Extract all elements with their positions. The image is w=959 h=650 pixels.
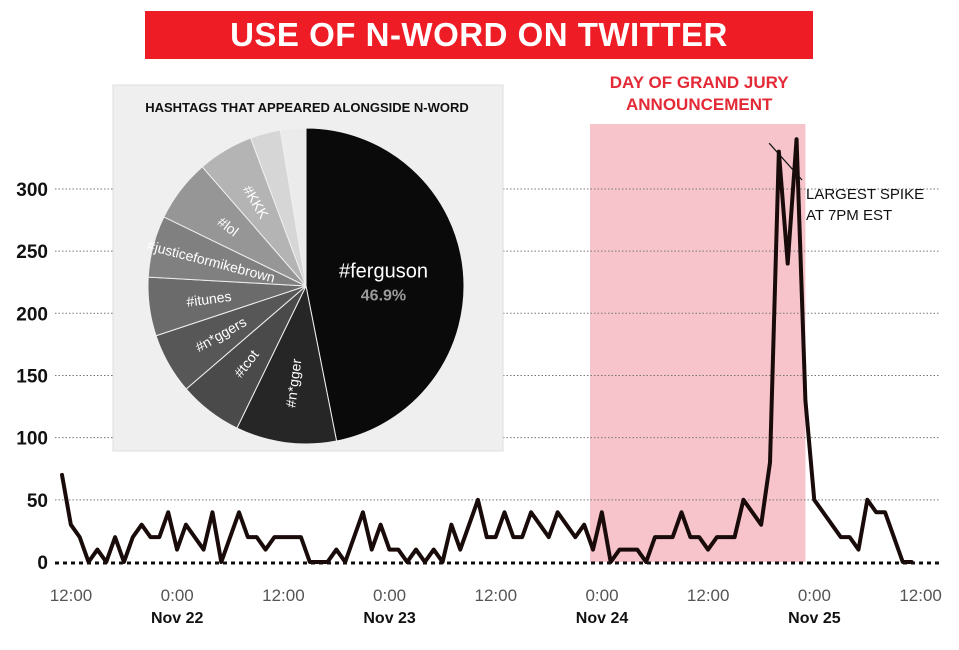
y-tick-label: 200 <box>16 304 48 325</box>
x-date-label: Nov 23 <box>363 610 416 627</box>
x-tick-label: 0:00 <box>585 586 618 605</box>
pie-inset: HASHTAGS THAT APPEARED ALONGSIDE N-WORD #… <box>112 84 504 452</box>
y-axis: 0 50 100 150 200 250 300 <box>16 180 48 574</box>
annotation-text: LARGEST SPIKE <box>806 186 924 203</box>
pie-slice <box>236 284 338 445</box>
x-tick-label: 12:00 <box>687 586 730 605</box>
x-tick-label: 12:00 <box>475 586 518 605</box>
x-date-label: Nov 24 <box>576 610 629 627</box>
series-line <box>60 137 914 564</box>
pie-slice <box>305 127 465 442</box>
x-date-label: Nov 22 <box>151 610 204 627</box>
y-tick-label: 100 <box>16 429 48 450</box>
highlight-label: ANNOUNCEMENT <box>626 95 773 114</box>
chart-title: USE OF N-WORD ON TWITTER <box>145 11 813 59</box>
x-tick-label: 0:00 <box>798 586 831 605</box>
line-layer <box>60 137 914 564</box>
x-tick-label: 0:00 <box>373 586 406 605</box>
highlight-label: DAY OF GRAND JURY <box>610 73 790 92</box>
y-tick-label: 250 <box>16 242 48 263</box>
annotation-text: AT 7PM EST <box>806 207 892 224</box>
highlight-layer: DAY OF GRAND JURY ANNOUNCEMENT <box>590 73 806 562</box>
y-tick-label: 50 <box>27 491 48 512</box>
highlight-band <box>590 124 806 562</box>
pie-title: HASHTAGS THAT APPEARED ALONGSIDE N-WORD <box>145 100 469 115</box>
x-tick-label: 12:00 <box>50 586 93 605</box>
x-tick-label: 12:00 <box>899 586 942 605</box>
y-tick-label: 150 <box>16 366 48 387</box>
x-tick-label: 12:00 <box>262 586 305 605</box>
x-tick-label: 0:00 <box>161 586 194 605</box>
annotation-pointer <box>768 142 803 181</box>
pie-slice <box>279 127 307 287</box>
pie-slice-label: #ferguson <box>339 261 428 283</box>
pie-slice-label: #itunes <box>185 288 232 310</box>
pie-slice-label: #n*gger <box>282 357 304 408</box>
annotation-layer: LARGEST SPIKE AT 7PM EST <box>768 142 924 224</box>
x-axis: 12:00 0:00 Nov 22 12:00 0:00 Nov 23 12:00 0:00 N… <box>50 561 942 627</box>
y-tick-label: 300 <box>16 180 48 201</box>
y-tick-label: 0 <box>37 553 48 574</box>
pie-slice-value: 46.9% <box>361 288 406 305</box>
x-date-label: Nov 25 <box>788 610 841 627</box>
